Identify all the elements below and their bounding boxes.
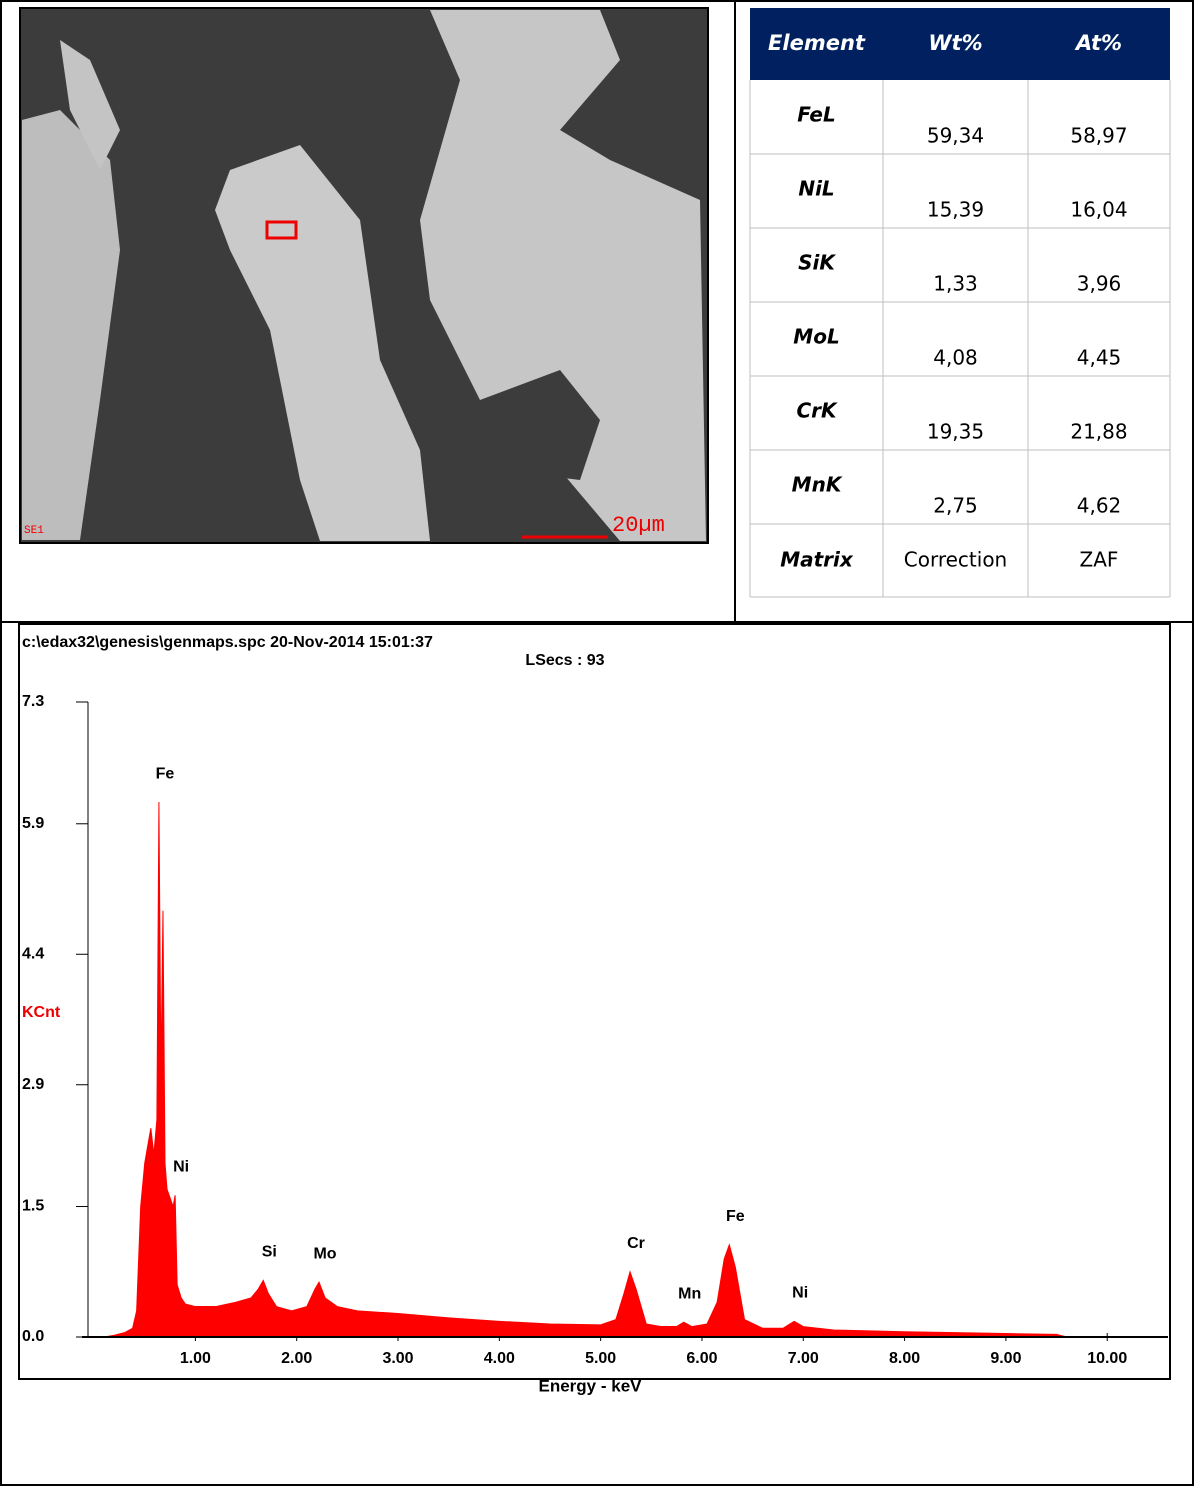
x-tick-label: 9.00	[990, 1350, 1021, 1367]
y-axis-title: KCnt	[22, 1004, 61, 1021]
peak-label: Mo	[313, 1245, 336, 1262]
value-cell: 4,62	[1077, 494, 1122, 518]
x-tick-label: 3.00	[382, 1350, 413, 1367]
file-info: c:\edax32\genesis\genmaps.spc 20-Nov-201…	[22, 634, 433, 651]
header-cell: Wt%	[928, 31, 982, 55]
value-cell: ZAF	[1080, 548, 1119, 572]
x-tick-label: 4.00	[484, 1350, 515, 1367]
element-cell: CrK	[796, 399, 838, 423]
spectrum-chart: c:\edax32\genesis\genmaps.spc 20-Nov-201…	[22, 634, 1168, 1395]
value-cell: 15,39	[927, 198, 984, 222]
element-cell: Matrix	[780, 548, 854, 572]
x-axis-title: Energy - keV	[539, 1376, 643, 1395]
y-tick-label: 2.9	[22, 1076, 44, 1093]
x-tick-label: 8.00	[889, 1350, 920, 1367]
element-cell: MnK	[792, 473, 843, 497]
x-tick-label: 10.00	[1087, 1350, 1127, 1367]
value-cell: 4,45	[1077, 346, 1122, 370]
spectrum-area	[104, 802, 1107, 1337]
peak-label: Mn	[678, 1285, 701, 1302]
value-cell: 2,75	[933, 494, 978, 518]
value-cell: 3,96	[1077, 272, 1122, 296]
y-tick-label: 1.5	[22, 1198, 44, 1215]
value-cell: Correction	[904, 548, 1007, 572]
figure: SE1 20µm Element Wt% At% FeL 59,34 58,97 NiL 15…	[0, 0, 1194, 1486]
sem-image: SE1 20µm	[20, 8, 708, 543]
value-cell: 1,33	[933, 272, 978, 296]
x-tick-label: 6.00	[686, 1350, 717, 1367]
page: SE1 20µm Element Wt% At% FeL 59,34 58,97 NiL 15…	[0, 0, 1194, 1486]
peak-label: Fe	[156, 765, 175, 782]
value-cell: 58,97	[1070, 124, 1127, 148]
composition-table: Element Wt% At% FeL 59,34 58,97 NiL 15,39 16,04 S…	[750, 8, 1170, 597]
element-cell: NiL	[798, 177, 834, 201]
y-tick-label: 7.3	[22, 693, 44, 710]
detector-label: SE1	[24, 525, 44, 537]
element-cell: SiK	[798, 251, 836, 275]
header-cell: Element	[768, 31, 866, 55]
peak-label: Ni	[173, 1158, 189, 1175]
y-tick-label: 4.4	[22, 945, 44, 962]
peak-label: Ni	[792, 1285, 808, 1302]
peak-label: Cr	[627, 1235, 645, 1252]
value-cell: 21,88	[1070, 420, 1127, 444]
live-time: LSecs : 93	[525, 652, 604, 669]
x-tick-label: 1.00	[180, 1350, 211, 1367]
element-cell: FeL	[797, 103, 835, 127]
y-tick-label: 5.9	[22, 815, 44, 832]
element-cell: MoL	[793, 325, 839, 349]
value-cell: 59,34	[927, 124, 984, 148]
spectrum-frame	[19, 624, 1170, 1379]
header-cell: At%	[1074, 31, 1122, 55]
y-tick-label: 0.0	[22, 1328, 44, 1345]
value-cell: 19,35	[927, 420, 984, 444]
x-tick-label: 7.00	[788, 1350, 819, 1367]
x-tick-label: 5.00	[585, 1350, 616, 1367]
value-cell: 16,04	[1070, 198, 1127, 222]
x-tick-label: 2.00	[281, 1350, 312, 1367]
peak-label: Si	[262, 1244, 277, 1261]
value-cell: 4,08	[933, 346, 978, 370]
peak-label: Fe	[726, 1208, 745, 1225]
scale-label: 20µm	[612, 513, 665, 538]
